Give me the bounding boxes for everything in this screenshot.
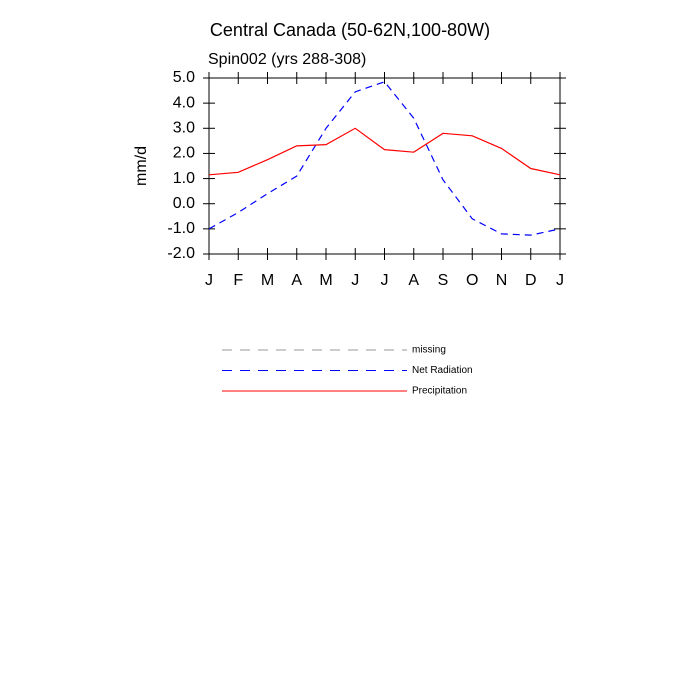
legend-label: missing <box>412 345 446 356</box>
x-tick-label: A <box>291 272 302 289</box>
y-tick-label: -1.0 <box>167 220 195 237</box>
series-line <box>208 127 561 176</box>
y-tick-label: 3.0 <box>173 120 195 137</box>
x-tick-label: A <box>408 272 419 289</box>
x-tick-label: M <box>319 272 332 289</box>
legend-label: Precipitation <box>412 386 467 397</box>
plot-frame <box>208 77 561 255</box>
legend-label: Net Radiation <box>412 365 473 376</box>
y-tick-label: 1.0 <box>173 170 195 187</box>
x-tick-label: J <box>351 272 359 289</box>
y-tick-label: 0.0 <box>173 195 195 212</box>
series-line <box>208 81 561 236</box>
x-tick-label: O <box>466 272 478 289</box>
x-tick-label: N <box>496 272 508 289</box>
x-tick-label: J <box>556 272 564 289</box>
x-tick-label: J <box>205 272 213 289</box>
chart-subtitle: Spin002 (yrs 288-308) <box>208 51 366 68</box>
y-tick-label: 5.0 <box>173 69 195 86</box>
y-tick-label: 4.0 <box>173 94 195 111</box>
y-tick-label: 2.0 <box>173 145 195 162</box>
x-tick-label: F <box>233 272 243 289</box>
y-tick-label: -2.0 <box>167 245 195 262</box>
y-axis-label: mm/d <box>133 146 150 186</box>
x-tick-label: J <box>381 272 389 289</box>
x-tick-label: M <box>261 272 274 289</box>
x-tick-label: D <box>525 272 537 289</box>
chart-title: Central Canada (50-62N,100-80W) <box>210 20 490 40</box>
x-tick-label: S <box>438 272 449 289</box>
